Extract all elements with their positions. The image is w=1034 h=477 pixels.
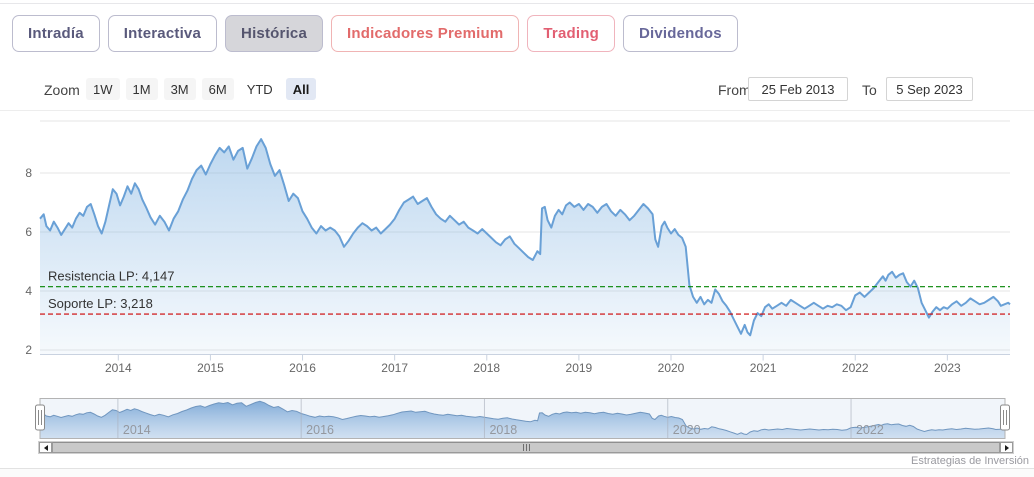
to-label: To	[862, 82, 877, 98]
x-axis-label: 2023	[934, 361, 961, 375]
bottom-divider	[0, 468, 1034, 469]
navigator-year-label: 2014	[123, 423, 151, 437]
y-axis-label: 6	[25, 225, 32, 239]
tab-historica[interactable]: Histórica	[225, 15, 324, 52]
price-area-series	[40, 139, 1010, 355]
navigator-handle-left[interactable]	[35, 404, 45, 431]
y-axis-label: 8	[25, 166, 32, 180]
footer-strip	[0, 469, 1034, 477]
x-axis-label: 2017	[381, 361, 408, 375]
credits-text: Estrategias de Inversión	[910, 455, 1029, 467]
y-axis-label: 2	[25, 343, 32, 357]
zoom-range-button-1w[interactable]: 1W	[86, 78, 120, 100]
navigator-year-label: 2022	[856, 423, 884, 437]
zoom-range-button-all[interactable]: All	[285, 78, 317, 100]
from-date-input[interactable]	[748, 77, 848, 101]
top-divider	[0, 3, 1034, 4]
tab-interactiva[interactable]: Interactiva	[107, 15, 218, 52]
scrollbar-right-arrow-button[interactable]	[1000, 442, 1013, 453]
navigator-year-label: 2020	[673, 423, 701, 437]
zoom-range-button-ytd[interactable]: YTD	[240, 78, 280, 100]
tabs-row: Intradía Interactiva Histórica Indicadores …	[12, 15, 738, 52]
tab-indicadores-premium[interactable]: Indicadores Premium	[331, 15, 520, 52]
navigator-handle-right[interactable]	[1000, 404, 1010, 431]
zoom-label: Zoom	[44, 82, 80, 98]
x-axis-label: 2014	[105, 361, 132, 375]
soporte-label: Soporte LP: 3,218	[48, 296, 153, 311]
zoom-buttons-group: 1W 1M 3M 6M YTD All	[86, 78, 317, 100]
scrollbar-grip-icon	[522, 444, 530, 451]
x-axis-label: 2019	[566, 361, 593, 375]
navigator-year-label: 2016	[306, 423, 334, 437]
navigator-line-series	[39, 400, 1006, 436]
zoom-range-button-6m[interactable]: 6M	[201, 78, 234, 100]
navigator-year-label: 2018	[489, 423, 517, 437]
scrollbar-left-arrow-button[interactable]	[39, 442, 52, 453]
zoom-range-button-1m[interactable]: 1M	[125, 78, 158, 100]
price-line-series	[39, 138, 1011, 337]
tab-dividendos[interactable]: Dividendos	[622, 15, 738, 52]
navigator-area-series	[40, 401, 1005, 439]
x-axis-label: 2022	[842, 361, 869, 375]
right-arrow-icon	[1004, 444, 1009, 451]
x-axis-label: 2021	[750, 361, 777, 375]
from-label: From	[718, 82, 751, 98]
x-axis-label: 2015	[197, 361, 224, 375]
toolbar-divider	[0, 110, 1034, 111]
y-axis-label: 4	[25, 284, 32, 298]
left-arrow-icon	[43, 444, 48, 451]
to-date-input[interactable]	[886, 77, 973, 101]
tab-trading[interactable]: Trading	[527, 15, 615, 52]
tab-intradia[interactable]: Intradía	[12, 15, 100, 52]
x-axis-label: 2018	[473, 361, 500, 375]
zoom-range-button-3m[interactable]: 3M	[163, 78, 196, 100]
x-axis-label: 2016	[289, 361, 316, 375]
x-axis-label: 2020	[658, 361, 685, 375]
navigator-scrollbar[interactable]	[38, 441, 1014, 454]
scrollbar-thumb[interactable]	[52, 442, 1000, 453]
resistencia-label: Resistencia LP: 4,147	[48, 269, 174, 284]
